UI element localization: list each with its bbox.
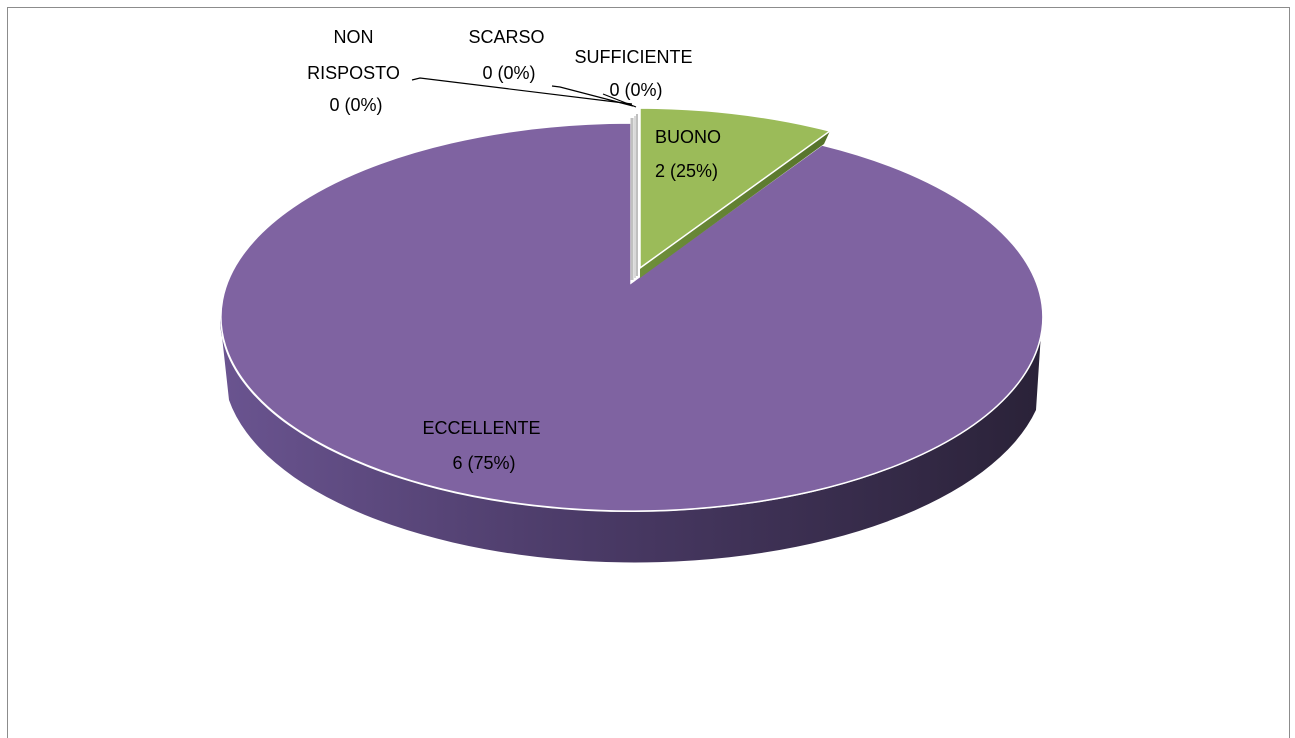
label-non-risposto: NON RISPOSTO 0 (0%) xyxy=(307,27,405,115)
slice-zero-values xyxy=(630,114,638,280)
leader-scarso xyxy=(551,85,634,107)
slice-buono xyxy=(639,107,832,278)
data-labels: NON RISPOSTO 0 (0%) SCARSO 0 (0%) SUFFIC… xyxy=(307,27,726,473)
label-sufficiente: SUFFICIENTE 0 (0%) xyxy=(574,47,697,100)
leader-non-risposto xyxy=(411,77,633,105)
label-eccellente-line2: 6 (75%) xyxy=(452,453,515,473)
slice-eccellente-top xyxy=(220,122,1044,512)
label-buono: BUONO 2 (25%) xyxy=(655,127,726,181)
slice-eccellente-side xyxy=(220,318,1042,563)
label-scarso: SCARSO 0 (0%) xyxy=(468,27,549,83)
leader-lines xyxy=(411,77,637,108)
slice-buono-side xyxy=(640,131,830,278)
label-buono-line1: BUONO xyxy=(655,127,721,147)
label-scarso-line2: 0 (0%) xyxy=(482,63,535,83)
label-eccellente-line1: ECCELLENTE xyxy=(422,418,540,438)
label-non-risposto-line3: 0 (0%) xyxy=(329,95,382,115)
label-non-risposto-line2: RISPOSTO xyxy=(307,63,400,83)
slice-eccellente xyxy=(220,122,1044,563)
label-sufficiente-line1: SUFFICIENTE xyxy=(574,47,692,67)
label-scarso-line1: SCARSO xyxy=(468,27,544,47)
label-non-risposto-line1: NON xyxy=(333,27,373,47)
slice-buono-top xyxy=(639,107,832,270)
label-buono-line2: 2 (25%) xyxy=(655,161,718,181)
label-sufficiente-line2: 0 (0%) xyxy=(609,80,662,100)
leader-sufficiente xyxy=(602,93,637,108)
label-eccellente: ECCELLENTE 6 (75%) xyxy=(422,418,545,473)
